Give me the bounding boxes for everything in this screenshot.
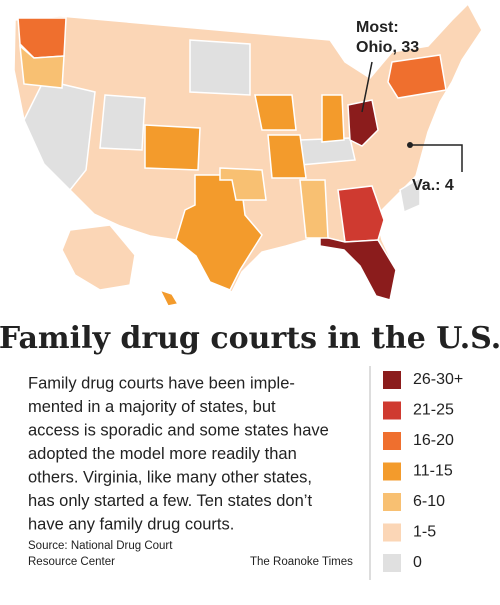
state-zero bbox=[99, 94, 146, 151]
legend-swatch bbox=[383, 432, 401, 450]
legend-label: 21-25 bbox=[413, 402, 454, 419]
state-high2 bbox=[337, 185, 385, 243]
legend-label: 16-20 bbox=[413, 432, 454, 449]
credit: The Roanoke Times bbox=[250, 556, 353, 568]
body-line: Family drug courts have been imple- bbox=[28, 374, 295, 392]
legend-label: 26-30+ bbox=[413, 371, 463, 388]
title: Family drug courts in the U.S. bbox=[0, 321, 500, 356]
body-line: access is sporadic and some states have bbox=[28, 421, 329, 439]
state-mid bbox=[144, 124, 201, 171]
annotation-most: Most: bbox=[356, 19, 399, 36]
state-zero bbox=[189, 39, 251, 96]
legend-swatch bbox=[383, 371, 401, 389]
hawaii bbox=[158, 288, 180, 307]
state-mid bbox=[175, 174, 263, 291]
annotation-most: Ohio, 33 bbox=[356, 39, 419, 56]
leader-line bbox=[410, 144, 463, 172]
state-mid bbox=[19, 44, 65, 89]
legend: 26-30+ 21-25 16-20 11-15 6-10 1-5 0 bbox=[369, 366, 463, 580]
body-line: have any family drug courts. bbox=[28, 515, 234, 533]
us-map bbox=[13, 2, 483, 307]
source: Source: National Drug Court bbox=[28, 540, 173, 552]
leader-line bbox=[361, 61, 373, 113]
state-mid bbox=[299, 179, 329, 239]
legend-swatch bbox=[383, 401, 401, 420]
state-mid bbox=[254, 94, 297, 131]
legend-swatch bbox=[383, 523, 401, 542]
legend-label: 1-5 bbox=[413, 524, 436, 541]
alaska bbox=[61, 224, 136, 291]
source: Resource Center bbox=[28, 556, 115, 568]
body-line: others. Virginia, like many other states… bbox=[28, 468, 312, 486]
state-mid bbox=[267, 134, 307, 179]
legend-swatch bbox=[383, 493, 401, 511]
annotation-virginia: Va.: 4 bbox=[412, 177, 454, 194]
legend-swatch bbox=[383, 554, 401, 572]
state-mid bbox=[219, 167, 267, 201]
body-text: Family drug courts have been imple-mente… bbox=[28, 374, 329, 533]
state-mid bbox=[321, 94, 345, 143]
body-line: mented in a majority of states, but bbox=[28, 398, 276, 416]
state-zero bbox=[399, 176, 421, 214]
body-line: adopted the model more readily than bbox=[28, 445, 297, 463]
annotations: Most: Ohio, 33 Va.: 4 bbox=[356, 19, 463, 194]
state-max bbox=[319, 235, 397, 301]
legend-label: 0 bbox=[413, 554, 422, 571]
legend-label: 11-15 bbox=[413, 463, 453, 480]
body-line: has only started a few. Ten states don’t bbox=[28, 492, 312, 510]
state-max bbox=[347, 99, 379, 147]
state-high bbox=[387, 54, 447, 99]
legend-label: 6-10 bbox=[413, 493, 445, 510]
legend-swatch bbox=[383, 462, 401, 481]
